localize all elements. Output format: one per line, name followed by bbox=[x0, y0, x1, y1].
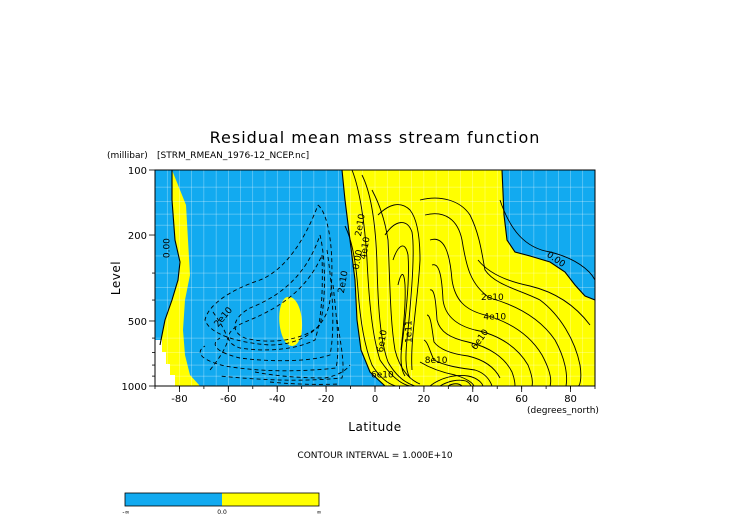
negative-contour bbox=[234, 234, 325, 342]
contour-label: 2e10 bbox=[481, 293, 504, 303]
negative-contours bbox=[199, 204, 351, 385]
positive-contour bbox=[429, 289, 516, 386]
x-tick-label: 40 bbox=[466, 394, 479, 405]
positive-contour bbox=[344, 225, 397, 386]
positive-island bbox=[279, 296, 303, 347]
negative-contour bbox=[209, 311, 229, 371]
contour-interval-note: CONTOUR INTERVAL = 1.000E+10 bbox=[297, 451, 452, 461]
positive-contour bbox=[419, 361, 475, 386]
chart-title: Residual mean mass stream function bbox=[210, 128, 541, 147]
y-tick-label: 200 bbox=[128, 231, 147, 242]
positive-contour bbox=[397, 274, 406, 351]
y-tick-label: 500 bbox=[128, 317, 147, 328]
zero-contour bbox=[341, 170, 386, 386]
y-units-label: (millibar) bbox=[107, 151, 148, 161]
positive-contour bbox=[499, 199, 595, 281]
axis-layer: -80 -60 -40 -20 0 20 40 60 80 100 200 500 1000 bbox=[122, 166, 596, 405]
positive-contour bbox=[429, 238, 552, 386]
dataset-label: [STRM_RMEAN_1976-12_NCEP.nc] bbox=[157, 151, 309, 161]
contour-label: 6e10 bbox=[371, 371, 394, 381]
zero-contour bbox=[501, 170, 595, 301]
positive-contour bbox=[431, 264, 533, 386]
positive-contour bbox=[477, 259, 591, 326]
contour-label: 8e10 bbox=[425, 356, 448, 366]
y-tick-label: 100 bbox=[128, 166, 147, 177]
positive-contour bbox=[424, 213, 567, 386]
grid-lines bbox=[155, 170, 595, 386]
positive-contour bbox=[361, 174, 416, 386]
negative-contour bbox=[219, 319, 344, 381]
x-tick-label: -20 bbox=[318, 394, 334, 405]
contour-label: 2e10 bbox=[337, 270, 351, 294]
contour-lines bbox=[159, 170, 595, 386]
positive-contour bbox=[392, 245, 409, 377]
negative-contour bbox=[199, 284, 339, 372]
contour-label: 1e11 bbox=[405, 320, 415, 343]
positive-contour bbox=[426, 314, 501, 379]
positive-contour bbox=[423, 339, 493, 386]
positive-contours bbox=[344, 170, 595, 386]
contour-label: 0.00 bbox=[352, 249, 365, 271]
contour-label: 6e10 bbox=[376, 329, 390, 353]
contour-label: 4e10 bbox=[359, 236, 373, 260]
x-tick-label: 0 bbox=[372, 394, 378, 405]
zero-contour bbox=[159, 170, 181, 346]
positive-contour bbox=[351, 170, 411, 386]
positive-contour bbox=[377, 204, 421, 371]
positive-contour bbox=[429, 375, 484, 386]
contour-label: 0.00 bbox=[163, 238, 173, 258]
positive-contour bbox=[447, 383, 463, 386]
negative-contour bbox=[269, 381, 341, 385]
positive-contour bbox=[384, 222, 414, 379]
negative-contour bbox=[254, 364, 351, 379]
contour-label: 4e10 bbox=[483, 313, 506, 323]
x-units-label: (degrees_north) bbox=[527, 406, 599, 416]
positive-contour bbox=[371, 189, 421, 385]
colorbar-label-mid: 0.0 bbox=[217, 509, 227, 516]
x-tick-label: 80 bbox=[564, 394, 577, 405]
colorbar-frame bbox=[124, 492, 320, 507]
y-tick-label: 1000 bbox=[122, 382, 147, 393]
colorbar-positive bbox=[222, 493, 319, 506]
contour-label: 2e10 bbox=[354, 213, 368, 237]
x-tick-label: -80 bbox=[171, 394, 187, 405]
negative-contour bbox=[204, 204, 333, 346]
positive-contour bbox=[419, 197, 582, 386]
positive-contour bbox=[439, 379, 472, 386]
x-tick-label: -40 bbox=[269, 394, 285, 405]
no-data-region bbox=[155, 340, 175, 386]
negative-contour bbox=[214, 249, 334, 362]
colorbar-label-max: ∞ bbox=[317, 509, 322, 516]
x-tick-label: -60 bbox=[220, 394, 236, 405]
x-tick-label: 20 bbox=[418, 394, 431, 405]
y-axis-title: Level bbox=[109, 261, 123, 295]
x-tick-label: 60 bbox=[515, 394, 528, 405]
x-axis-title: Latitude bbox=[348, 420, 401, 434]
negative-region-east bbox=[502, 170, 595, 300]
colorbar-label-min: -∞ bbox=[122, 509, 129, 516]
negative-contour bbox=[228, 254, 323, 351]
colorbar: -∞ 0.0 ∞ bbox=[122, 492, 322, 516]
colorbar-negative bbox=[125, 493, 222, 506]
